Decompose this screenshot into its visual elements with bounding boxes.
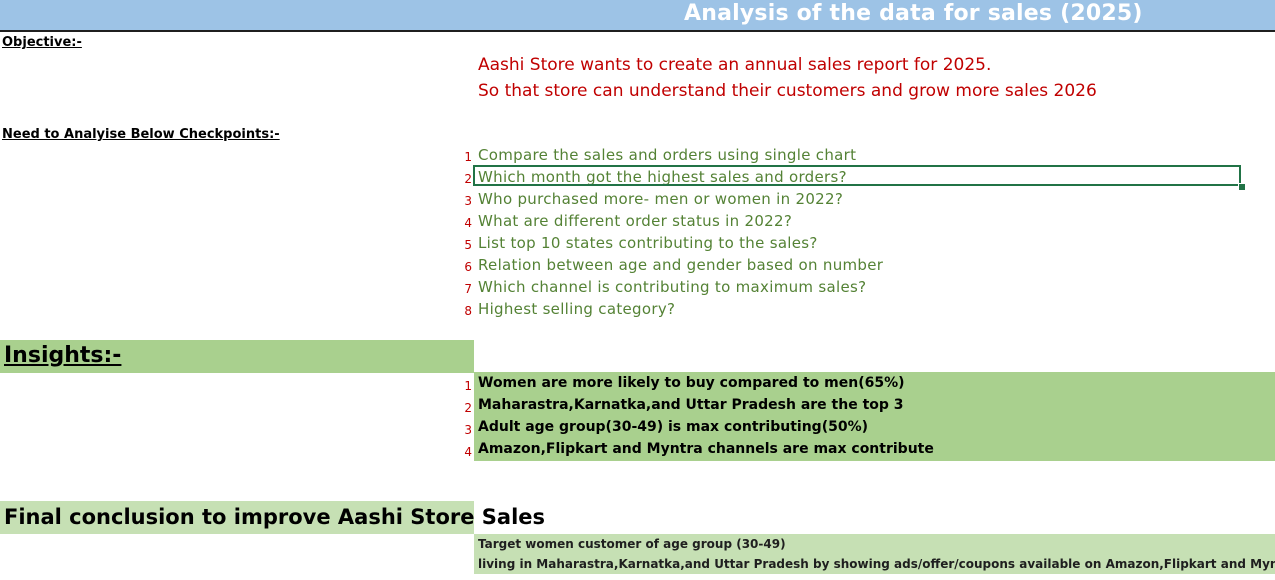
objective-label[interactable]: Objective:- (2, 35, 82, 50)
title-bar (0, 0, 1275, 32)
conclusion-label[interactable]: Final conclusion to improve Aashi Store … (4, 505, 546, 529)
checkpoint-number: 1 (464, 150, 472, 164)
checkpoint-number: 3 (464, 194, 472, 208)
conclusion-block (474, 534, 1275, 574)
checkpoint-item[interactable]: What are different order status in 2022? (478, 212, 793, 230)
insights-block (474, 372, 1275, 461)
checkpoint-number: 4 (464, 216, 472, 230)
checkpoint-item[interactable]: List top 10 states contributing to the s… (478, 234, 818, 252)
selected-cell-outline[interactable] (473, 165, 1241, 186)
report-title[interactable]: Analysis of the data for sales (2025) (684, 1, 1143, 26)
checkpoint-number: 5 (464, 238, 472, 252)
insight-number: 4 (464, 445, 472, 459)
insight-item[interactable]: Adult age group(30-49) is max contributi… (478, 419, 869, 435)
checkpoint-item[interactable]: Compare the sales and orders using singl… (478, 146, 857, 164)
insights-header-cell (0, 340, 474, 373)
checkpoint-item[interactable]: Who purchased more- men or women in 2022… (478, 190, 844, 208)
fill-handle[interactable] (1238, 183, 1246, 191)
insight-item[interactable]: Amazon,Flipkart and Myntra channels are … (478, 441, 934, 457)
checkpoint-item[interactable]: Relation between age and gender based on… (478, 256, 884, 274)
checkpoints-label[interactable]: Need to Analyise Below Checkpoints:- (2, 127, 280, 142)
conclusion-line-2[interactable]: living in Maharastra,Karnatka,and Uttar … (478, 557, 1275, 571)
checkpoint-number: 7 (464, 282, 472, 296)
checkpoint-item[interactable]: Which month got the highest sales and or… (478, 168, 847, 186)
conclusion-header-cell (0, 501, 474, 534)
insight-item[interactable]: Women are more likely to buy compared to… (478, 375, 905, 391)
insight-item[interactable]: Maharastra,Karnatka,and Uttar Pradesh ar… (478, 397, 904, 413)
checkpoint-number: 6 (464, 260, 472, 274)
insights-label[interactable]: Insights:- (4, 343, 122, 368)
objective-line-2[interactable]: So that store can understand their custo… (478, 81, 1097, 101)
checkpoint-item[interactable]: Highest selling category? (478, 300, 676, 318)
insight-number: 2 (464, 401, 472, 415)
checkpoint-number: 8 (464, 304, 472, 318)
insight-number: 1 (464, 379, 472, 393)
conclusion-line-1[interactable]: Target women customer of age group (30-4… (478, 537, 786, 551)
checkpoint-item[interactable]: Which channel is contributing to maximum… (478, 278, 867, 296)
insight-number: 3 (464, 423, 472, 437)
checkpoint-number: 2 (464, 172, 472, 186)
objective-line-1[interactable]: Aashi Store wants to create an annual sa… (478, 55, 992, 75)
